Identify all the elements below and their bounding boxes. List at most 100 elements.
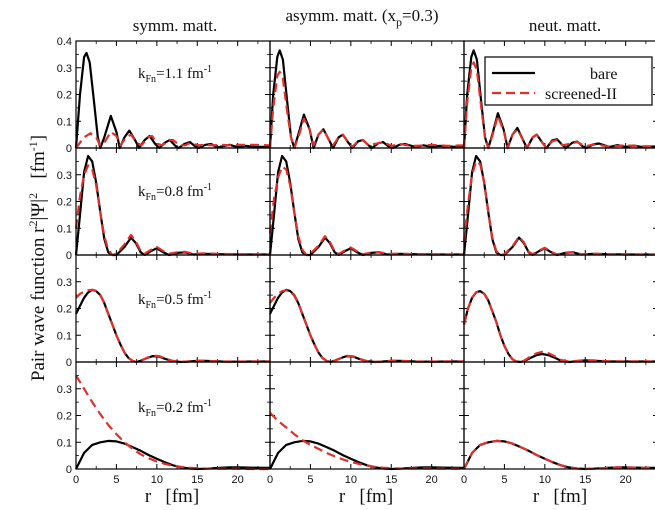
x-tick-label-r4-c2-3: 15: [385, 474, 397, 486]
kf-sup-1: -1: [204, 64, 212, 75]
column-title-neut: neut. matt.: [529, 16, 601, 35]
screened-line-r1-c3: [462, 61, 655, 150]
panel-frame-r3-c1: [75, 254, 271, 363]
y-tick-label-r3-c1-1: 0.1: [57, 330, 72, 342]
panel-frame-r3-c3: [463, 254, 655, 363]
x-tick-label-r4-c1-2: 10: [151, 474, 163, 486]
kf-k-2: k: [138, 184, 146, 200]
xlabel-unit-asymm: [fm]: [345, 486, 393, 507]
kf-k-4: k: [138, 400, 146, 416]
x-tick-label-r4-c2-0: 0: [267, 474, 273, 486]
y-tick-label-r4-c1-1: 0.1: [57, 437, 72, 449]
panel-frame-r4-c2: [269, 361, 465, 470]
y-tick-label-r1-c1-3: 0.3: [57, 63, 72, 75]
kf-k-3: k: [138, 292, 146, 308]
bare-line-r4-c1: [75, 439, 271, 471]
screened-line-r2-c1: [74, 164, 271, 257]
kf-sup-4: -1: [204, 398, 212, 409]
xlabel-r-symm: r: [145, 486, 152, 507]
ylabel-part-sup1: 2: [26, 221, 40, 227]
x-axis-label-neut: r [fm]: [533, 486, 587, 507]
ylabel-part-unit: [fm: [28, 151, 49, 193]
kf-sub-1: Fn: [146, 74, 157, 85]
x-tick-label-r4-c1-4: 20: [232, 474, 244, 486]
y-tick-label-r2-c1-0: 0: [66, 250, 72, 262]
kf-val-2: =0.8 fm: [156, 184, 204, 200]
x-tick-label-r4-c1-1: 5: [113, 474, 119, 486]
y-axis-label-group: Pair wave function r2|Ψ|2 [fm-1]: [26, 135, 49, 381]
kf-sub-4: Fn: [146, 408, 157, 419]
column-title-asymm-main: asymm. matt. (x: [286, 6, 397, 25]
y-tick-label-r1-c1-0: 0: [66, 143, 72, 155]
x-tick-label-r4-c2-2: 10: [345, 474, 357, 486]
ylabel-part-sup3: -1: [26, 141, 40, 151]
kf-val-1: =1.1 fm: [156, 66, 204, 82]
kf-label-row4: kFn=0.2 fm-1: [138, 398, 212, 419]
x-tick-label-r4-c3-1: 5: [501, 474, 507, 486]
y-axis-label: Pair wave function r2|Ψ|2 [fm-1]: [26, 135, 49, 381]
screened-line-r1-c2: [268, 70, 465, 150]
panel-frame-r4-c3: [463, 361, 655, 470]
panel-grid: 0 0.1 0.2 0.3 0.4 0 0.1 0.2 0.3 0 0.1 0.2 0.3 0 0.1 0.2…: [57, 36, 655, 486]
screened-line-r1-c1: [75, 130, 271, 149]
kf-sup-3: -1: [204, 290, 212, 301]
screened-line-r4-c1: [75, 374, 270, 471]
y-tick-label-r2-c1-1: 0.1: [57, 223, 72, 235]
screened-line-r3-c3: [462, 290, 655, 364]
x-tick-label-r4-c3-0: 0: [461, 474, 467, 486]
screened-line-r2-c2: [268, 165, 464, 257]
column-title-asymm: asymm. matt. (xp=0.3): [286, 6, 439, 29]
ylabel-part-close: ]: [28, 135, 49, 141]
xlabel-r-asymm: r: [339, 486, 346, 507]
y-tick-label-r3-c1-0: 0: [66, 357, 72, 369]
bare-line-r2-c3: [462, 154, 655, 257]
y-tick-label-r4-c1-3: 0.3: [57, 384, 72, 396]
kf-k-1: k: [138, 66, 146, 82]
bare-line-r3-c3: [462, 290, 655, 364]
x-tick-label-r4-c3-2: 10: [539, 474, 551, 486]
y-tick-label-r1-c1-4: 0.4: [57, 36, 72, 48]
x-tick-label-r4-c2-4: 20: [426, 474, 438, 486]
kf-label-row1: kFn=1.1 fm-1: [138, 64, 212, 85]
ylabel-part-sup2: 2: [26, 193, 40, 199]
xlabel-unit-symm: [fm]: [151, 486, 199, 507]
kf-sup-2: -1: [204, 182, 212, 193]
legend-box: [484, 56, 653, 106]
x-tick-label-r4-c3-3: 15: [579, 474, 591, 486]
y-tick-label-r4-c1-0: 0: [66, 464, 72, 476]
bare-line-r3-c2: [269, 288, 464, 364]
y-tick-label-r3-c1-3: 0.3: [57, 277, 72, 289]
y-tick-label-r2-c1-2: 0.2: [57, 197, 72, 209]
x-axis-label-symm: r [fm]: [145, 486, 199, 507]
kf-label-row3: kFn=0.5 fm-1: [138, 290, 212, 311]
screened-line-r4-c3: [463, 439, 655, 471]
legend-screened-label: screened-II: [545, 86, 617, 103]
y-tick-label-r1-c1-2: 0.2: [57, 90, 72, 102]
y-tick-label-r1-c1-1: 0.1: [57, 116, 72, 128]
kf-val-3: =0.5 fm: [156, 292, 204, 308]
ylabel-part-psi: |Ψ|: [28, 199, 49, 221]
ylabel-part-main: Pair wave function r: [28, 226, 49, 381]
y-tick-label-r3-c1-2: 0.2: [57, 304, 72, 316]
xlabel-r-neut: r: [533, 486, 540, 507]
x-tick-label-r4-c3-4: 20: [620, 474, 632, 486]
kf-label-row2: kFn=0.8 fm-1: [138, 182, 212, 203]
bare-line-r4-c2: [269, 439, 465, 471]
kf-sub-3: Fn: [146, 300, 157, 311]
screened-line-r2-c3: [462, 160, 655, 257]
column-title-symm: symm. matt.: [133, 16, 218, 35]
x-axis-label-asymm: r [fm]: [339, 486, 393, 507]
y-tick-label-r2-c1-3: 0.3: [57, 170, 72, 182]
legend: bare screened-II: [484, 56, 653, 106]
xlabel-unit-neut: [fm]: [539, 486, 587, 507]
column-title-asymm-end: =0.3): [402, 6, 439, 25]
x-tick-label-r4-c2-1: 5: [307, 474, 313, 486]
legend-bare-label: bare: [590, 66, 618, 83]
column-title-asymm-sub: p: [396, 15, 402, 29]
screened-line-r3-c2: [269, 289, 464, 364]
x-tick-label-r4-c1-3: 15: [191, 474, 203, 486]
y-tick-label-r4-c1-2: 0.2: [57, 411, 72, 423]
kf-val-4: =0.2 fm: [156, 400, 204, 416]
kf-sub-2: Fn: [146, 192, 157, 203]
